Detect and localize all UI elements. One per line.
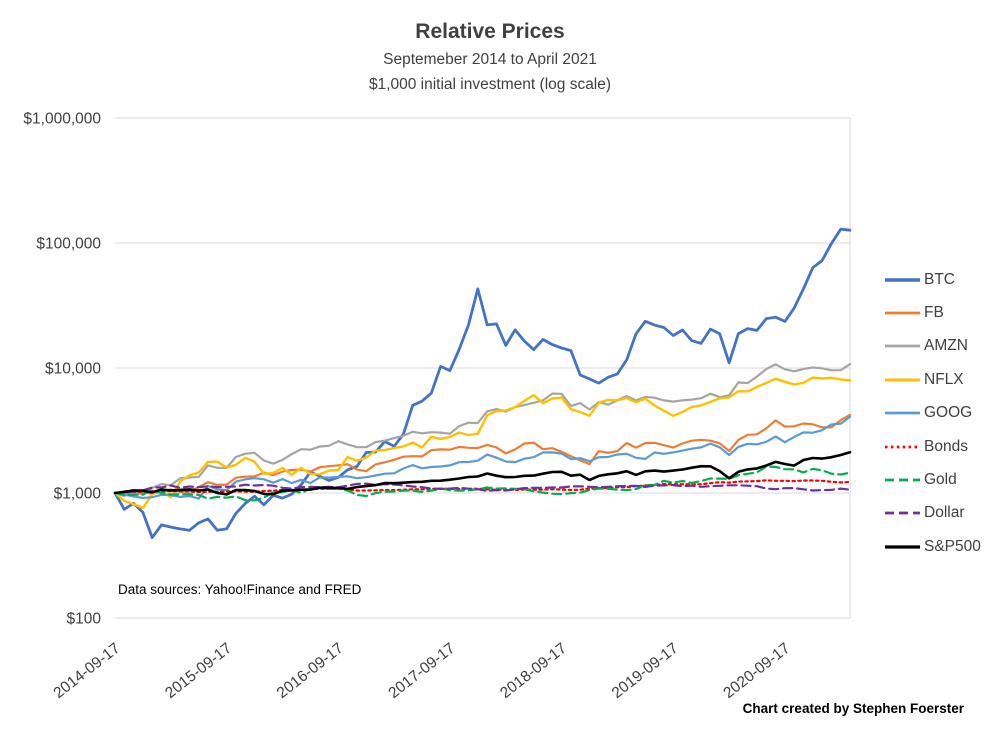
- series-line-fb: [113, 413, 852, 496]
- legend-swatch-btc: [885, 277, 920, 282]
- legend-label-btc: BTC: [924, 270, 955, 288]
- legend-label-bonds: Bonds: [924, 437, 968, 455]
- credit-note: Chart created by Stephen Foerster: [742, 701, 964, 716]
- legend-item-sp500: S&P500: [884, 530, 981, 563]
- legend-label-gold: Gold: [924, 471, 957, 489]
- title-block: Relative Prices Septemeber 2014 to April…: [0, 20, 980, 94]
- series-line-amzn: [113, 363, 852, 498]
- series-line-sp500: [113, 450, 852, 496]
- x-axis-tick-label: 2016-09-17: [274, 640, 347, 702]
- series-line-gold: [113, 465, 852, 502]
- x-axis-tick-label: 2019-09-17: [609, 640, 682, 702]
- legend-label-dollar: Dollar: [924, 504, 965, 522]
- x-axis-tick-label: 2015-09-17: [162, 640, 235, 702]
- y-axis-tick-label: $100: [67, 611, 102, 628]
- legend-label-goog: GOOG: [924, 404, 973, 422]
- legend-label-sp500: S&P500: [924, 537, 981, 555]
- legend-swatch-nflx: [885, 378, 920, 382]
- legend-item-gold: Gold: [884, 463, 981, 496]
- y-axis-tick-label: $10,000: [45, 361, 101, 378]
- y-axis-tick-label: $100,000: [36, 236, 101, 253]
- legend-item-dollar: Dollar: [884, 497, 981, 530]
- legend-swatch-bonds: [885, 445, 920, 449]
- x-axis-tick-label: 2017-09-17: [385, 640, 458, 702]
- y-axis-tick-label: $1,000: [54, 486, 102, 503]
- legend-swatch-fb: [885, 311, 920, 315]
- legend-item-btc: BTC: [884, 263, 981, 296]
- x-axis-tick-label: 2014-09-17: [51, 640, 124, 702]
- x-axis-tick-label: 2020-09-17: [720, 640, 793, 702]
- legend-swatch-amzn: [885, 345, 920, 348]
- series-line-nflx: [113, 376, 852, 510]
- legend-label-fb: FB: [924, 304, 944, 322]
- legend-label-amzn: AMZN: [924, 337, 968, 355]
- chart-subtitle-daterange: Septemeber 2014 to April 2021: [383, 51, 597, 68]
- chart-subtitle-investment: $1,000 initial investment (log scale): [368, 76, 612, 93]
- x-axis-tick-label: 2018-09-17: [497, 640, 570, 702]
- legend-label-nflx: NFLX: [924, 370, 964, 388]
- data-sources-note: Data sources: Yahoo!Finance and FRED: [118, 582, 362, 597]
- legend-swatch-goog: [885, 411, 920, 415]
- legend-swatch-dollar: [885, 512, 920, 515]
- legend-item-bonds: Bonds: [884, 430, 981, 463]
- legend-swatch-sp500: [885, 545, 920, 549]
- legend-item-amzn: AMZN: [884, 330, 981, 363]
- legend-item-fb: FB: [884, 296, 981, 329]
- y-axis-tick-label: $1,000,000: [23, 111, 101, 128]
- legend: BTC FB AMZN NFLX GOOG Bonds Gold Dollar: [884, 263, 981, 564]
- legend-swatch-gold: [885, 478, 920, 482]
- legend-item-goog: GOOG: [884, 397, 981, 430]
- series-line-btc: [113, 227, 852, 539]
- chart-title: Relative Prices: [415, 20, 565, 43]
- series-line-goog: [113, 415, 852, 500]
- series-line-dollar: [113, 482, 852, 495]
- legend-item-nflx: NFLX: [884, 363, 981, 396]
